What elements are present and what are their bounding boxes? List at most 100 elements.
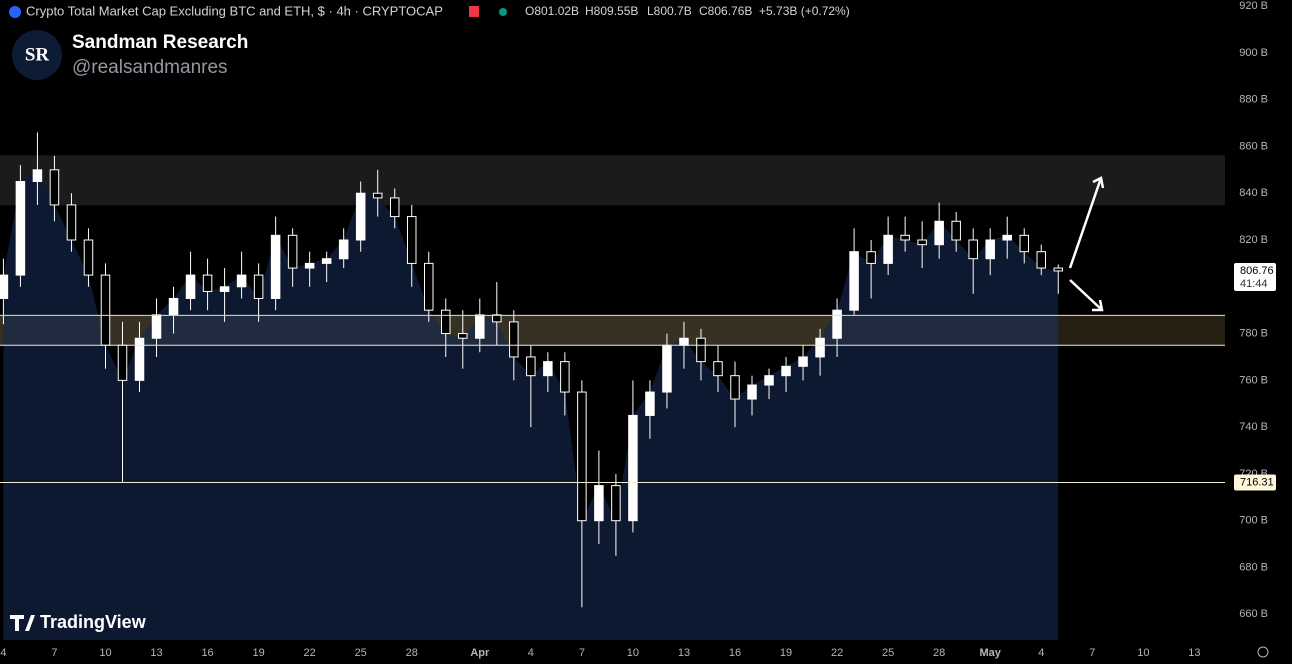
candle-body — [1053, 267, 1064, 272]
candle-body — [815, 337, 825, 358]
candle-body — [1036, 251, 1047, 269]
candle-body — [900, 234, 910, 241]
x-tick-label: 13 — [1188, 647, 1200, 659]
brand-logo-text: SR — [25, 44, 50, 65]
settings-icon[interactable] — [1257, 646, 1269, 658]
candle-body — [492, 314, 502, 323]
candle-body — [662, 344, 672, 393]
candle-body — [287, 234, 298, 269]
candle-body — [134, 337, 145, 381]
watermark-logo — [10, 615, 35, 631]
ohlc-change: +5.73B (+0.72%) — [759, 4, 850, 18]
x-tick-label: 7 — [579, 647, 585, 659]
y-tick-label: 900 B — [1239, 47, 1268, 59]
candle-body — [304, 262, 315, 269]
ohlc-close: C806.76B — [699, 4, 752, 18]
plot-area — [0, 132, 1225, 640]
candle-body — [509, 321, 519, 358]
candle-body — [968, 239, 978, 260]
candle-body — [866, 251, 876, 264]
x-tick-label: 19 — [252, 647, 264, 659]
y-tick-label: 920 B — [1239, 0, 1268, 12]
x-tick-label: Apr — [470, 647, 490, 659]
candle-body — [0, 274, 9, 299]
brand-logo — [12, 30, 62, 80]
candle-body — [168, 297, 179, 316]
candle-body — [526, 356, 536, 377]
x-tick-label: 4 — [1038, 647, 1044, 659]
arrow-down — [1069, 279, 1104, 312]
flag-icon — [469, 6, 479, 17]
candle-body — [270, 234, 281, 299]
x-tick-label: 16 — [201, 647, 213, 659]
candle-body — [253, 274, 264, 299]
candle-body — [883, 234, 893, 264]
candle-body — [1002, 234, 1012, 241]
candle-body — [202, 274, 213, 292]
candle-body — [696, 337, 706, 363]
candle-body — [117, 344, 128, 381]
candle-body — [764, 375, 774, 386]
candle-body — [236, 274, 247, 288]
x-tick-label: 10 — [1137, 647, 1149, 659]
candle-body — [441, 309, 451, 335]
brand-handle: @realsandmanres — [72, 57, 228, 78]
x-tick-label: 25 — [882, 647, 894, 659]
candle-body — [781, 365, 791, 377]
y-tick-label: 860 B — [1239, 140, 1268, 152]
x-tick-label: 13 — [678, 647, 690, 659]
price-label-box — [1234, 262, 1276, 291]
candle-body — [1019, 234, 1029, 253]
y-tick-label: 700 B — [1239, 515, 1268, 527]
candle-body — [645, 391, 655, 416]
x-tick-label: 19 — [780, 647, 792, 659]
x-tick-label: 4 — [0, 647, 6, 659]
ohlc-high: H809.55B — [585, 4, 638, 18]
y-tick-label: 840 B — [1239, 187, 1268, 199]
candle-body — [185, 274, 196, 299]
candle-body — [951, 220, 961, 241]
y-tick-label: 660 B — [1239, 608, 1268, 620]
candle-body — [543, 361, 553, 377]
symbol-icon — [9, 6, 21, 18]
candle-body — [423, 262, 434, 311]
level-label-box — [1234, 474, 1276, 491]
candle-body — [389, 197, 400, 218]
candle-body — [560, 361, 570, 393]
candle-body — [219, 286, 230, 292]
countdown: 41:44 — [1240, 278, 1268, 290]
price-label: 806.76 B — [1240, 265, 1284, 277]
x-tick-label: 28 — [933, 647, 945, 659]
x-tick-label: 16 — [729, 647, 741, 659]
candle-body — [372, 192, 383, 199]
candle-body — [49, 169, 60, 206]
candle-body — [934, 220, 944, 246]
candle-body — [458, 333, 468, 339]
y-tick-label: 780 B — [1239, 327, 1268, 339]
candle-body — [151, 314, 162, 339]
zone — [0, 155, 1225, 206]
candle-body — [849, 251, 859, 311]
candle-body — [798, 356, 808, 367]
candle-body — [475, 314, 485, 339]
ohlc-low: L800.7B — [647, 4, 692, 18]
candle-body — [611, 485, 621, 522]
candle-body — [730, 375, 740, 400]
y-tick-label: 680 B — [1239, 561, 1268, 573]
overlay: Crypto Total Market Cap Excluding BTC an… — [9, 3, 1269, 658]
candle-body — [679, 337, 689, 346]
candle-body — [985, 239, 995, 260]
x-tick-label: 22 — [304, 647, 316, 659]
x-tick-label: 7 — [51, 647, 57, 659]
candle-body — [713, 361, 723, 377]
x-tick-label: 25 — [355, 647, 367, 659]
candle-body — [66, 204, 77, 241]
candle-body — [355, 192, 366, 241]
x-tick-label: 22 — [831, 647, 843, 659]
x-tick-label: 10 — [627, 647, 639, 659]
x-tick-label: May — [980, 647, 1002, 659]
zone-tint — [0, 315, 1059, 346]
candle-body — [577, 391, 587, 522]
candle-body — [832, 309, 842, 339]
